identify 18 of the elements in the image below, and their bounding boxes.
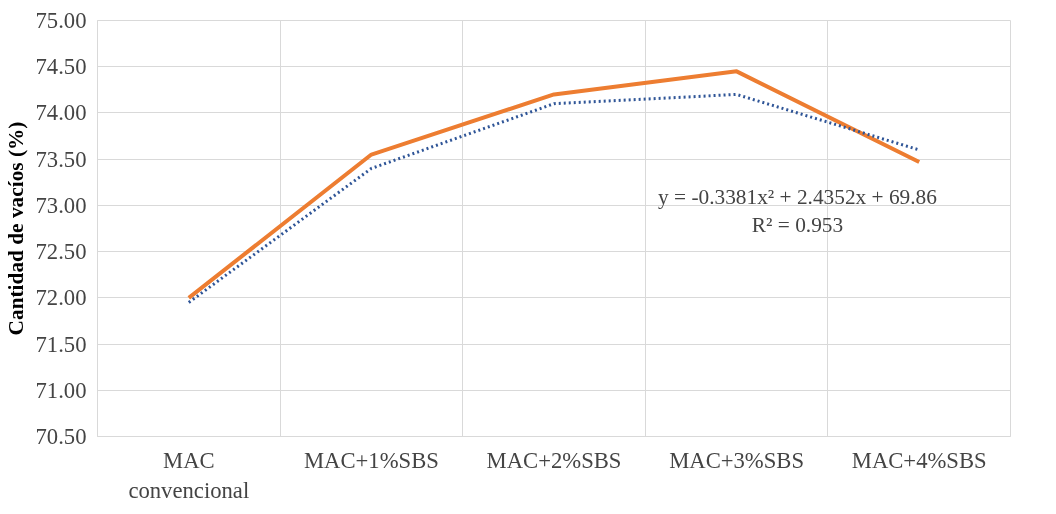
x-tick-label: MAC+4%SBS xyxy=(851,447,987,473)
y-tick-label: 70.50 xyxy=(35,424,87,449)
y-axis-title: Cantidad de vacíos (%) xyxy=(3,121,28,336)
y-tick-label: 74.50 xyxy=(35,54,87,80)
annotation: y = -0.3381x² + 2.4352x + 69.86 xyxy=(658,184,938,209)
y-tick-label: 71.50 xyxy=(35,331,87,357)
y-tick-label: 72.50 xyxy=(35,239,87,265)
x-tick-label: MAC convencional xyxy=(128,447,250,503)
y-tick-label: 74.00 xyxy=(35,100,87,126)
x-tick-label: MAC+1%SBS xyxy=(303,447,439,473)
x-tick-label: MAC+3%SBS xyxy=(669,447,805,473)
y-tick-label: 71.00 xyxy=(35,377,87,403)
x-tick-label: MAC+2%SBS xyxy=(486,447,622,473)
y-tick-label: 73.50 xyxy=(35,146,87,172)
y-tick-label: 75.00 xyxy=(35,8,87,33)
annotation: R² = 0.953 xyxy=(751,212,844,237)
y-tick-label: 72.00 xyxy=(35,285,87,311)
y-tick-label: 73.00 xyxy=(35,192,87,218)
